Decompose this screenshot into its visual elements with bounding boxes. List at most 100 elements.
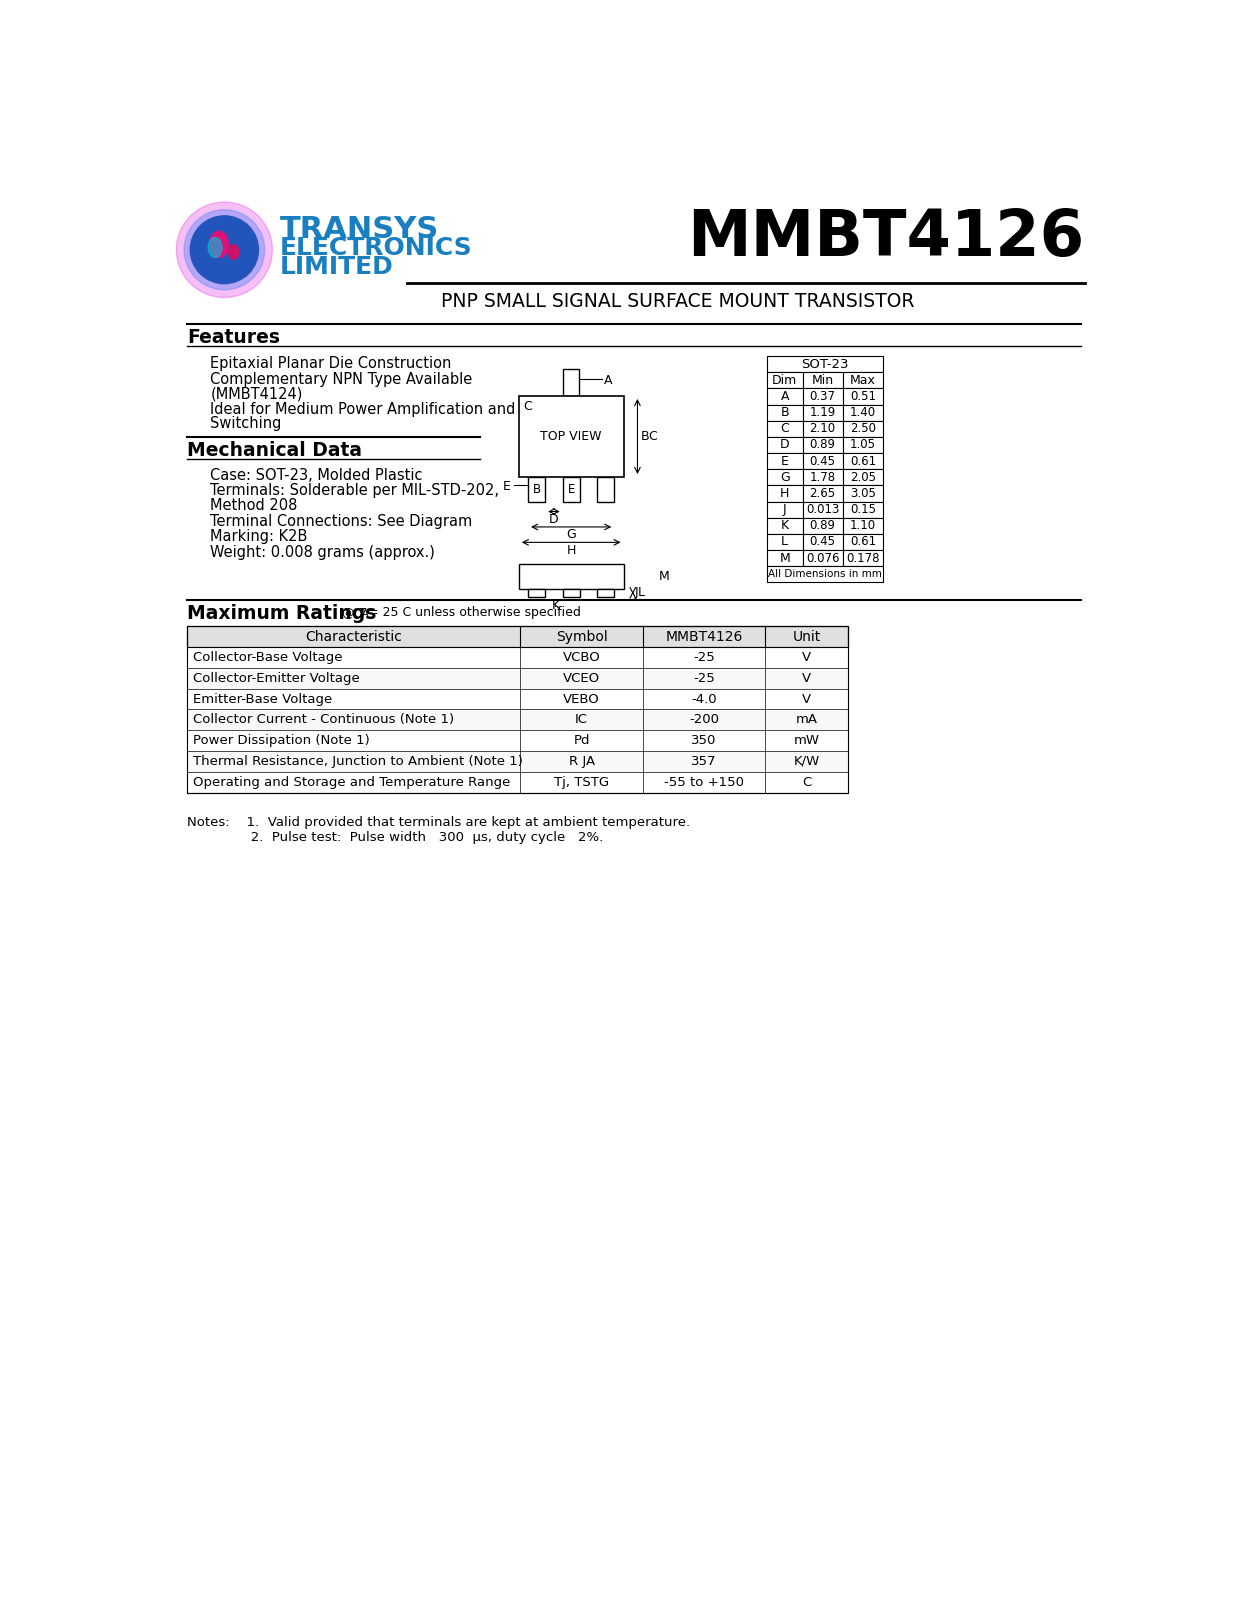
Text: V: V bbox=[803, 651, 811, 664]
Text: 2.  Pulse test:  Pulse width   300  μs, duty cycle   2%.: 2. Pulse test: Pulse width 300 μs, duty … bbox=[187, 830, 604, 845]
Text: E: E bbox=[568, 483, 575, 496]
Text: Epitaxial Planar Die Construction: Epitaxial Planar Die Construction bbox=[210, 357, 452, 371]
Text: 0.45: 0.45 bbox=[810, 536, 836, 549]
Bar bbox=[803, 421, 842, 437]
Text: H: H bbox=[567, 544, 576, 557]
Text: Tj, TSTG: Tj, TSTG bbox=[554, 776, 609, 789]
Bar bbox=[187, 667, 849, 688]
Text: K/W: K/W bbox=[794, 755, 820, 768]
Bar bbox=[187, 626, 849, 646]
Text: C: C bbox=[802, 776, 811, 789]
Text: A: A bbox=[604, 374, 612, 387]
Text: 0.89: 0.89 bbox=[810, 438, 836, 451]
Bar bbox=[767, 469, 803, 485]
Text: Terminal Connections: See Diagram: Terminal Connections: See Diagram bbox=[210, 514, 473, 530]
Bar bbox=[563, 370, 579, 397]
Text: -25: -25 bbox=[693, 651, 715, 664]
Bar bbox=[803, 453, 842, 469]
Bar bbox=[842, 534, 883, 550]
Text: Thermal Resistance, Junction to Ambient (Note 1): Thermal Resistance, Junction to Ambient … bbox=[193, 755, 523, 768]
Text: (MMBT4124): (MMBT4124) bbox=[210, 386, 303, 402]
Text: A: A bbox=[361, 608, 369, 619]
Text: 0.15: 0.15 bbox=[850, 502, 876, 517]
Text: C: C bbox=[648, 430, 657, 443]
Text: Power Dissipation (Note 1): Power Dissipation (Note 1) bbox=[193, 734, 370, 747]
Text: V: V bbox=[803, 693, 811, 706]
Text: Characteristic: Characteristic bbox=[306, 630, 402, 643]
Text: D: D bbox=[549, 514, 559, 526]
Text: 1.40: 1.40 bbox=[850, 406, 876, 419]
Bar bbox=[528, 589, 546, 597]
Text: V: V bbox=[803, 672, 811, 685]
Bar bbox=[842, 421, 883, 437]
Text: Ideal for Medium Power Amplification and: Ideal for Medium Power Amplification and bbox=[210, 402, 516, 418]
Text: C: C bbox=[523, 400, 532, 413]
Text: 2.10: 2.10 bbox=[809, 422, 836, 435]
Bar bbox=[187, 646, 849, 667]
Text: Terminals: Solderable per MIL-STD-202,: Terminals: Solderable per MIL-STD-202, bbox=[210, 483, 500, 498]
Text: PNP SMALL SIGNAL SURFACE MOUNT TRANSISTOR: PNP SMALL SIGNAL SURFACE MOUNT TRANSISTO… bbox=[442, 293, 915, 310]
Text: 0.45: 0.45 bbox=[810, 454, 836, 467]
Text: 1.19: 1.19 bbox=[809, 406, 836, 419]
Text: K: K bbox=[781, 520, 789, 533]
Bar bbox=[767, 550, 803, 566]
Bar bbox=[187, 730, 849, 750]
Text: Emitter-Base Voltage: Emitter-Base Voltage bbox=[193, 693, 333, 706]
Text: G: G bbox=[567, 528, 576, 541]
Text: @ T: @ T bbox=[343, 606, 366, 619]
Text: IC: IC bbox=[575, 714, 588, 726]
Text: Collector-Emitter Voltage: Collector-Emitter Voltage bbox=[193, 672, 360, 685]
Text: E: E bbox=[781, 454, 789, 467]
Bar bbox=[803, 437, 842, 453]
Text: Symbol: Symbol bbox=[555, 630, 607, 643]
Bar bbox=[803, 550, 842, 566]
Bar bbox=[187, 709, 849, 730]
Bar bbox=[803, 405, 842, 421]
Bar bbox=[767, 389, 803, 405]
Text: mW: mW bbox=[794, 734, 820, 747]
Bar bbox=[187, 750, 849, 771]
Bar bbox=[803, 485, 842, 501]
Text: 1.78: 1.78 bbox=[809, 470, 836, 483]
Bar bbox=[767, 357, 883, 373]
Text: Pd: Pd bbox=[574, 734, 590, 747]
Bar bbox=[767, 453, 803, 469]
Bar bbox=[842, 453, 883, 469]
Text: VCBO: VCBO bbox=[563, 651, 600, 664]
Text: D: D bbox=[779, 438, 789, 451]
Text: = 25 C unless otherwise specified: = 25 C unless otherwise specified bbox=[367, 606, 580, 619]
Text: 2.50: 2.50 bbox=[850, 422, 876, 435]
Text: -55 to +150: -55 to +150 bbox=[664, 776, 745, 789]
Bar bbox=[187, 771, 849, 792]
Text: 350: 350 bbox=[691, 734, 716, 747]
Bar bbox=[767, 405, 803, 421]
Text: R JA: R JA bbox=[569, 755, 595, 768]
Bar bbox=[842, 485, 883, 501]
Bar bbox=[563, 477, 580, 502]
Bar bbox=[842, 501, 883, 518]
Text: 2.05: 2.05 bbox=[850, 470, 876, 483]
Text: -4.0: -4.0 bbox=[691, 693, 717, 706]
Circle shape bbox=[184, 210, 265, 290]
Ellipse shape bbox=[229, 245, 239, 259]
Text: L: L bbox=[637, 586, 644, 600]
Text: 0.013: 0.013 bbox=[807, 502, 840, 517]
Text: 0.61: 0.61 bbox=[850, 454, 876, 467]
Text: Method 208: Method 208 bbox=[210, 499, 298, 514]
Bar bbox=[767, 437, 803, 453]
Bar bbox=[767, 501, 803, 518]
Text: -25: -25 bbox=[693, 672, 715, 685]
Bar bbox=[518, 563, 623, 589]
Bar bbox=[803, 518, 842, 534]
Text: TOP VIEW: TOP VIEW bbox=[541, 430, 602, 443]
Bar bbox=[842, 373, 883, 389]
Text: 0.61: 0.61 bbox=[850, 536, 876, 549]
Text: 3.05: 3.05 bbox=[850, 486, 876, 499]
Text: All Dimensions in mm: All Dimensions in mm bbox=[768, 570, 882, 579]
Text: B: B bbox=[781, 406, 789, 419]
Text: Mechanical Data: Mechanical Data bbox=[187, 440, 362, 459]
Bar bbox=[767, 485, 803, 501]
Text: ELECTRONICS: ELECTRONICS bbox=[280, 235, 473, 259]
Text: J: J bbox=[783, 502, 787, 517]
Text: K: K bbox=[552, 600, 560, 613]
